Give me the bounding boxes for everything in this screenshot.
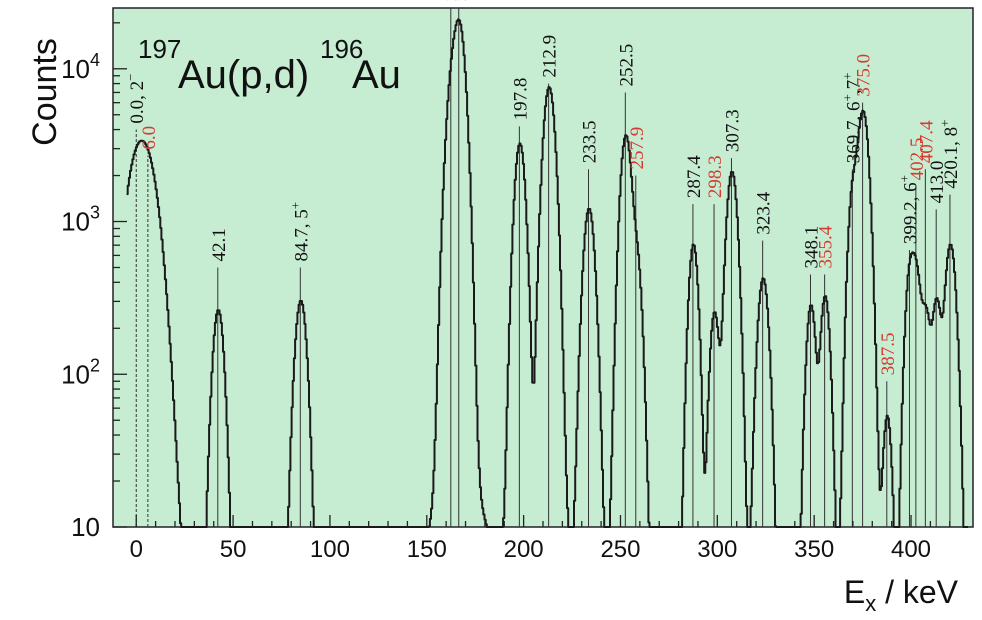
x-tick-label: 100	[310, 536, 350, 563]
peak-label: 323.4	[754, 191, 775, 234]
peak-label: 84.7, 5+	[287, 202, 312, 262]
peak-label: 375.0	[854, 54, 875, 97]
peak-label: 166.5	[450, 0, 471, 2]
peak-label: 387.5	[878, 332, 899, 375]
x-tick-label: 200	[504, 536, 544, 563]
peak-label: 402.5	[907, 138, 928, 181]
y-tick-label: 10	[71, 512, 100, 542]
peak-label: 233.5	[580, 120, 601, 163]
y-axis-label: Counts	[26, 38, 64, 146]
x-tick-label: 0	[130, 536, 143, 563]
peak-label: 197.8	[510, 78, 531, 121]
peak-label: 287.4	[684, 155, 705, 198]
svg-text:Au(p,d): Au(p,d)	[178, 53, 309, 97]
svg-text:197: 197	[138, 34, 181, 64]
y-tick-label: 104	[61, 50, 100, 84]
spectrum-line	[126, 18, 968, 528]
peak-label: 6.0	[139, 126, 160, 150]
y-tick-label: 102	[61, 355, 100, 389]
x-tick-label: 50	[220, 536, 247, 563]
peak-label: 162.4	[442, 0, 463, 2]
x-tick-label: 400	[891, 536, 931, 563]
peak-label: 369.7, 6+,7+	[839, 73, 864, 164]
x-tick-label: 300	[697, 536, 737, 563]
reaction-label: 197 Au(p,d) 196 Au	[138, 34, 401, 97]
peak-label: 407.4	[916, 120, 937, 163]
peak-label: 298.3	[705, 155, 726, 198]
peak-labels: 0.0, 2− 6.0 42.1 84.7, 5+ 162.4166.5 197.8 212…	[123, 0, 962, 375]
svg-text:Au: Au	[352, 53, 401, 97]
peak-label: 420.1, 8+	[937, 120, 962, 189]
peak-label: 399.2, 6+	[896, 175, 921, 244]
peak-label: 348.1	[801, 226, 822, 269]
peak-label: 42.1	[209, 228, 230, 261]
x-axis: 0 50 100 150 200 250 300 350 400	[130, 515, 951, 563]
peak-label: 252.5	[616, 44, 637, 87]
svg-text:196: 196	[320, 34, 363, 64]
peak-label: 355.4	[816, 225, 837, 268]
peak-marker-lines	[135, 8, 951, 527]
x-tick-label: 350	[794, 536, 834, 563]
x-axis-label: Ex / keV	[844, 574, 959, 616]
peak-label: 0.0, 2−	[123, 73, 148, 123]
peak-label: 413.0	[927, 161, 948, 204]
peak-label: 212.9	[540, 35, 561, 78]
peak-label: 257.9	[627, 127, 648, 170]
y-axis: 10 102 103 104	[61, 22, 127, 542]
peak-label: 307.3	[722, 109, 743, 152]
x-tick-label: 150	[407, 536, 447, 563]
y-tick-label: 103	[61, 203, 100, 237]
plot-area	[112, 7, 974, 528]
x-tick-label: 250	[600, 536, 640, 563]
